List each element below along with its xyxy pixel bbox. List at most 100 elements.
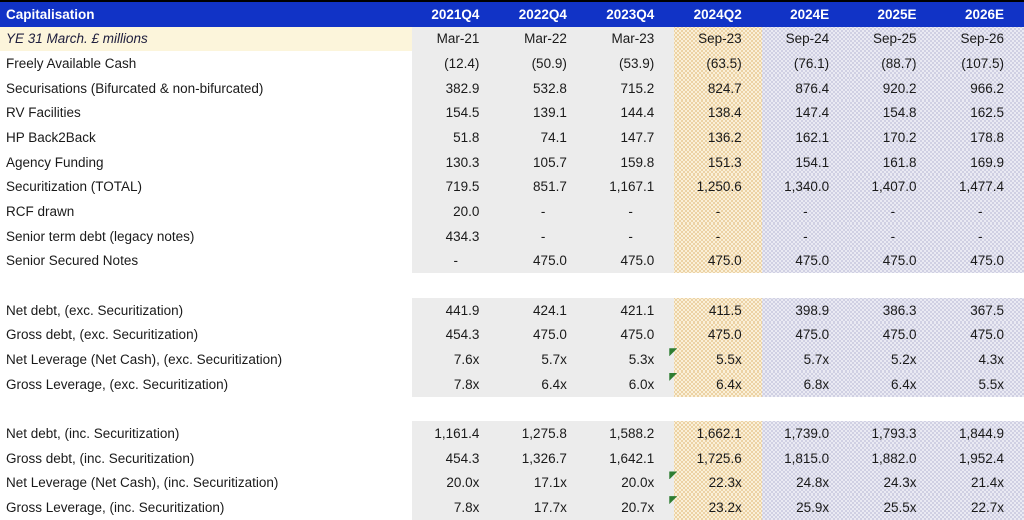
empty-cell[interactable]: [674, 273, 761, 298]
table-title[interactable]: Capitalisation: [6, 6, 95, 22]
data-cell[interactable]: 1,739.0: [761, 421, 849, 446]
data-cell[interactable]: 25.5x: [849, 495, 936, 520]
empty-cell[interactable]: [849, 397, 936, 422]
data-cell[interactable]: 130.3: [412, 149, 500, 175]
data-cell[interactable]: 161.8: [849, 149, 936, 175]
data-cell[interactable]: 454.3: [412, 322, 500, 348]
empty-label-cell[interactable]: [0, 397, 412, 422]
data-cell[interactable]: 1,815.0: [761, 445, 849, 471]
data-cell[interactable]: 715.2: [586, 75, 675, 101]
data-cell[interactable]: 4.3x: [936, 347, 1024, 372]
data-cell[interactable]: 1,588.2: [586, 421, 675, 446]
data-cell[interactable]: 1,642.1: [586, 445, 675, 471]
row-label-cell[interactable]: RV Facilities: [6, 105, 81, 121]
data-cell[interactable]: -: [586, 199, 675, 224]
data-cell[interactable]: 421.1: [586, 297, 675, 323]
data-cell[interactable]: 532.8: [499, 75, 587, 101]
data-cell[interactable]: 475.0: [586, 248, 675, 274]
empty-cell[interactable]: [762, 397, 849, 422]
row-label-cell[interactable]: Securitization (TOTAL): [6, 179, 143, 195]
column-header[interactable]: 2022Q4: [518, 6, 567, 22]
data-cell[interactable]: 22.7x: [936, 495, 1024, 520]
empty-cell[interactable]: [587, 397, 674, 422]
data-cell[interactable]: 1,407.0: [849, 174, 936, 200]
data-cell[interactable]: 441.9: [412, 297, 500, 323]
data-cell[interactable]: -: [412, 248, 500, 274]
data-cell[interactable]: -: [936, 223, 1024, 249]
data-cell[interactable]: (12.4): [412, 51, 500, 76]
data-cell[interactable]: 7.8x: [412, 371, 500, 397]
row-label-cell[interactable]: Securisations (Bifurcated & non-bifurcat…: [6, 80, 264, 96]
row-label-cell[interactable]: Gross debt, (exc. Securitization): [6, 327, 199, 343]
period-label[interactable]: Mar-21: [412, 26, 500, 52]
data-cell[interactable]: 1,725.6: [674, 445, 761, 471]
data-cell[interactable]: 1,250.6: [674, 174, 761, 200]
period-label[interactable]: Sep-24: [761, 26, 849, 52]
data-cell[interactable]: 454.3: [412, 445, 500, 471]
data-cell[interactable]: 434.3: [412, 223, 500, 249]
data-cell[interactable]: 1,167.1: [586, 174, 675, 200]
data-cell[interactable]: 170.2: [849, 125, 936, 150]
data-cell[interactable]: 7.6x: [412, 347, 500, 372]
period-label[interactable]: Sep-25: [849, 26, 936, 52]
data-cell[interactable]: 851.7: [499, 174, 587, 200]
data-cell[interactable]: 424.1: [499, 297, 587, 323]
empty-cell[interactable]: [674, 397, 761, 422]
column-header[interactable]: 2024Q2: [693, 6, 742, 22]
row-label-cell[interactable]: Freely Available Cash: [6, 56, 137, 72]
data-cell[interactable]: 154.1: [761, 149, 849, 175]
data-cell[interactable]: 386.3: [849, 297, 936, 323]
empty-cell[interactable]: [762, 273, 849, 298]
data-cell[interactable]: 51.8: [412, 125, 500, 150]
data-cell[interactable]: (50.9): [499, 51, 587, 76]
row-label-cell[interactable]: Net Leverage (Net Cash), (exc. Securitiz…: [6, 352, 283, 368]
data-cell[interactable]: 5.2x: [849, 347, 936, 372]
data-cell[interactable]: 6.4x: [849, 371, 936, 397]
data-cell[interactable]: 5.7x: [499, 347, 587, 372]
data-cell[interactable]: 74.1: [499, 125, 587, 150]
row-label-cell[interactable]: Senior Secured Notes: [6, 253, 139, 269]
column-header[interactable]: 2023Q4: [606, 6, 655, 22]
data-cell[interactable]: 159.8: [586, 149, 675, 175]
row-label-cell[interactable]: Net Leverage (Net Cash), (inc. Securitiz…: [6, 475, 279, 491]
column-header[interactable]: 2021Q4: [431, 6, 480, 22]
data-cell[interactable]: 475.0: [936, 322, 1024, 348]
data-cell[interactable]: 21.4x: [936, 470, 1024, 496]
data-cell[interactable]: -: [761, 199, 850, 224]
row-label-cell[interactable]: Senior term debt (legacy notes): [6, 228, 195, 244]
data-cell[interactable]: 367.5: [936, 297, 1024, 323]
data-cell[interactable]: 169.9: [936, 149, 1024, 175]
empty-cell[interactable]: [587, 273, 674, 298]
data-cell[interactable]: 20.0: [412, 199, 500, 224]
data-cell[interactable]: -: [849, 199, 937, 224]
row-label-cell[interactable]: Gross debt, (inc. Securitization): [6, 450, 195, 466]
data-cell[interactable]: 5.5x: [669, 347, 761, 372]
data-cell[interactable]: 475.0: [936, 248, 1024, 274]
data-cell[interactable]: 24.8x: [761, 470, 849, 496]
data-cell[interactable]: -: [936, 199, 1024, 224]
period-label[interactable]: Sep-23: [674, 26, 761, 52]
data-cell[interactable]: (53.9): [586, 51, 675, 76]
data-cell[interactable]: 398.9: [761, 297, 849, 323]
empty-cell[interactable]: [937, 397, 1024, 422]
data-cell[interactable]: -: [761, 223, 850, 249]
data-cell[interactable]: 22.3x: [669, 470, 761, 496]
data-cell[interactable]: 475.0: [761, 322, 849, 348]
table-subtitle[interactable]: YE 31 March. £ millions: [0, 26, 412, 52]
data-cell[interactable]: 162.5: [936, 100, 1024, 126]
data-cell[interactable]: -: [674, 223, 762, 249]
data-cell[interactable]: 719.5: [412, 174, 500, 200]
data-cell[interactable]: -: [849, 223, 937, 249]
data-cell[interactable]: 147.7: [586, 125, 675, 150]
empty-cell[interactable]: [937, 273, 1024, 298]
data-cell[interactable]: 105.7: [499, 149, 587, 175]
data-cell[interactable]: 1,662.1: [674, 421, 761, 446]
data-cell[interactable]: 144.4: [586, 100, 675, 126]
data-cell[interactable]: 136.2: [674, 125, 761, 150]
data-cell[interactable]: 1,161.4: [412, 421, 500, 446]
data-cell[interactable]: 151.3: [674, 149, 761, 175]
data-cell[interactable]: 475.0: [586, 322, 675, 348]
empty-label-cell[interactable]: [0, 273, 412, 298]
data-cell[interactable]: 5.7x: [761, 347, 849, 372]
data-cell[interactable]: 876.4: [761, 75, 849, 101]
